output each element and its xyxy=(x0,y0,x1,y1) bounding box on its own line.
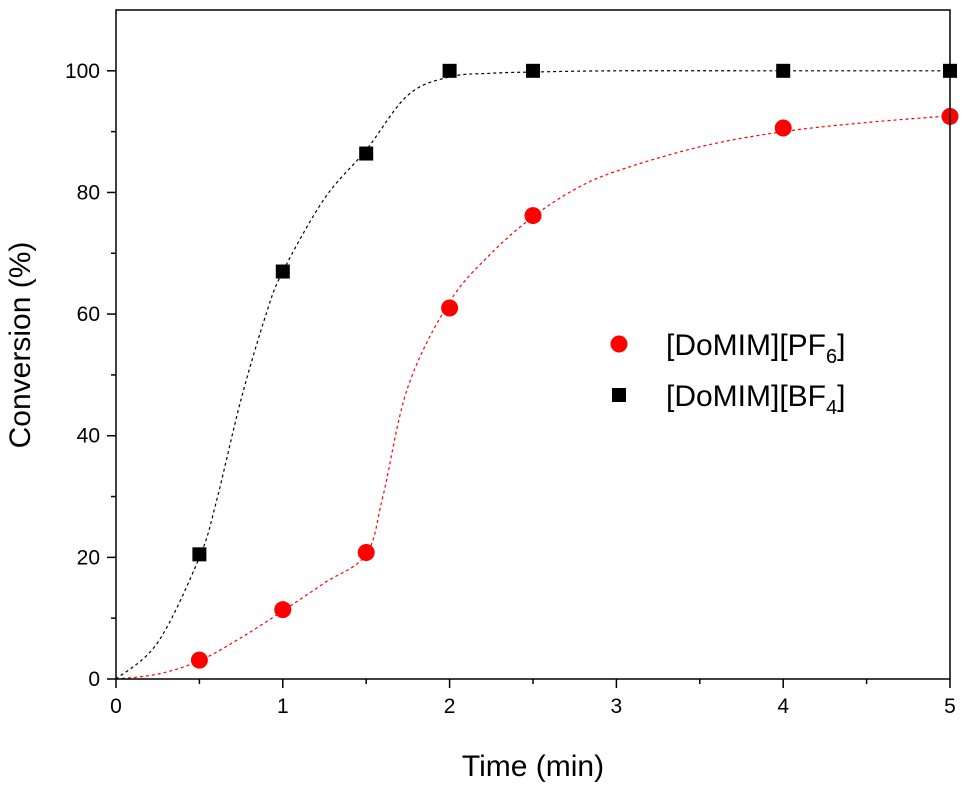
data-point-series-0-2 xyxy=(357,543,375,561)
data-point-series-0-5 xyxy=(774,119,792,137)
fit-line-series-0 xyxy=(115,115,951,680)
legend-marker-pf6 xyxy=(610,335,628,353)
fit-line-series-1 xyxy=(115,70,950,680)
data-point-series-0-1 xyxy=(274,601,292,619)
x-tick-label-1: 1 xyxy=(277,695,289,718)
y-tick-label-0: 0 xyxy=(88,668,100,691)
data-point-series-1-3 xyxy=(442,63,457,78)
legend-label-pf6: [DoMIM][PF6] xyxy=(666,329,845,368)
legend-label-bf4: [DoMIM][BF4] xyxy=(666,380,845,419)
data-points xyxy=(190,63,959,669)
data-point-series-1-1 xyxy=(275,264,290,279)
x-tick-label-5: 5 xyxy=(944,695,956,718)
y-tick-label-1: 20 xyxy=(77,546,100,569)
data-point-series-1-2 xyxy=(359,146,374,161)
fit-lines xyxy=(115,70,951,680)
data-point-series-0-3 xyxy=(441,299,459,317)
x-tick-label-3: 3 xyxy=(611,695,623,718)
y-axis-title: Conversion (%) xyxy=(4,242,37,449)
y-tick-label-3: 60 xyxy=(77,303,100,326)
data-point-series-0-0 xyxy=(190,651,208,669)
x-tick-label-4: 4 xyxy=(777,695,789,718)
legend: [DoMIM][PF6] [DoMIM][BF4] xyxy=(610,329,845,419)
x-tick-label-0: 0 xyxy=(110,695,122,718)
y-tick-label-4: 80 xyxy=(77,181,100,204)
data-point-series-1-0 xyxy=(192,547,207,562)
tick-labels: 0 1 2 3 4 5 0 20 40 60 80 100 xyxy=(65,60,956,718)
data-point-series-1-4 xyxy=(526,63,540,78)
x-tick-label-2: 2 xyxy=(444,695,456,718)
data-point-series-1-5 xyxy=(776,63,791,78)
x-axis-title: Time (min) xyxy=(462,750,604,783)
data-point-series-0-4 xyxy=(524,207,542,225)
y-tick-label-5: 100 xyxy=(65,60,100,83)
tick-marks xyxy=(107,70,951,688)
legend-marker-bf4 xyxy=(612,388,626,402)
y-tick-label-2: 40 xyxy=(77,425,100,448)
